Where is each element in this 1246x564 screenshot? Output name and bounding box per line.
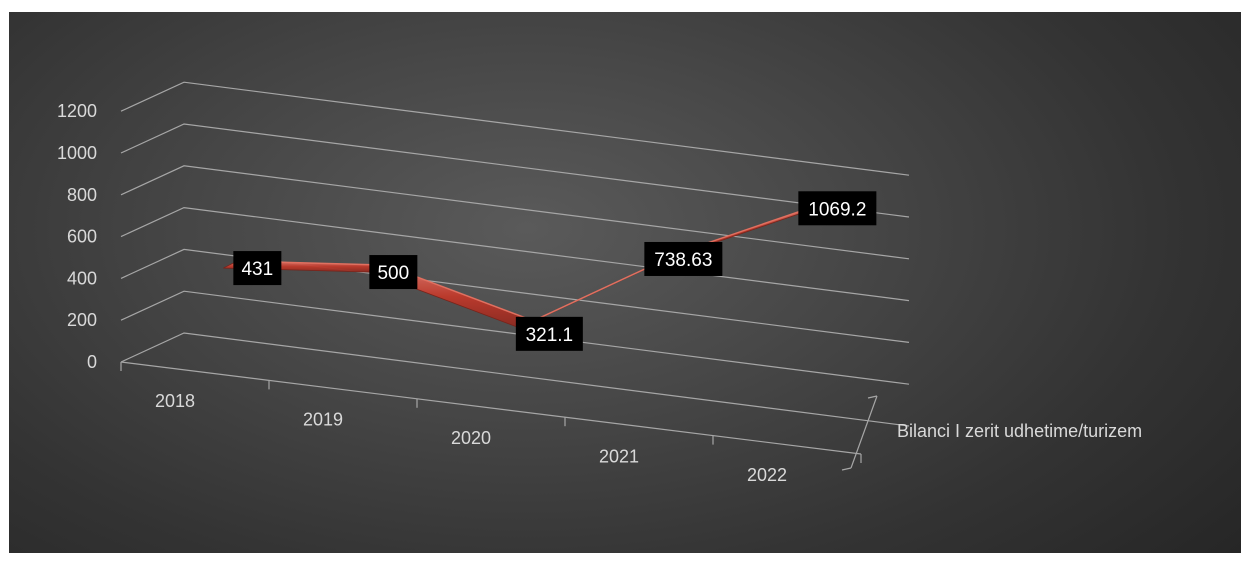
y-tick-label: 1000 <box>57 143 97 163</box>
gridline <box>120 248 910 343</box>
y-tick-label: 600 <box>67 227 97 247</box>
gridline <box>120 123 910 218</box>
axes: 0 200 400 600 800 1000 1200 2018 2019 2020 2021 202… <box>57 101 1142 485</box>
x-tick-label: 2021 <box>599 446 639 466</box>
data-label-text: 321.1 <box>526 325 574 346</box>
data-label-text: 500 <box>377 263 409 284</box>
gridlines <box>120 81 910 427</box>
y-tick-label: 0 <box>87 352 97 372</box>
data-label: 500 <box>369 255 418 290</box>
data-label: 738.63 <box>644 241 723 276</box>
data-label-text: 738.63 <box>654 250 712 271</box>
depth-tick-mark <box>841 467 852 471</box>
data-label-box <box>515 316 583 351</box>
data-label-box <box>233 251 282 286</box>
gridline <box>120 81 910 176</box>
data-label-box <box>644 241 723 276</box>
gridline <box>120 290 910 385</box>
line-chart-3d: 0 200 400 600 800 1000 1200 2018 2019 2020 2021 202… <box>57 81 1142 485</box>
series-name-label: Bilanci I zerit udhetime/turizem <box>897 421 1142 441</box>
x-tick-label: 2019 <box>303 410 343 430</box>
x-axis-line <box>120 361 862 455</box>
x-tick-label: 2020 <box>451 428 491 448</box>
data-label-box <box>369 255 418 290</box>
x-tick-label: 2018 <box>155 391 195 411</box>
y-tick-label: 800 <box>67 185 97 205</box>
data-label-box <box>798 191 877 226</box>
chart-area: 0 200 400 600 800 1000 1200 2018 2019 2020 2021 202… <box>9 12 1241 553</box>
gridline <box>120 332 910 427</box>
y-tick-label: 1200 <box>57 101 97 121</box>
series-ribbon <box>223 200 830 329</box>
y-tick-label: 400 <box>67 268 97 288</box>
depth-tick-mark <box>867 395 878 399</box>
y-tick-label: 200 <box>67 310 97 330</box>
gridline <box>120 165 910 260</box>
depth-axis-line <box>850 395 878 469</box>
x-tick-label: 2022 <box>747 465 787 485</box>
data-label: 1069.2 <box>798 191 877 226</box>
data-label: 431 <box>233 251 282 286</box>
data-label: 321.1 <box>515 316 583 351</box>
data-label-text: 431 <box>241 259 273 280</box>
data-labels: 431 500 321.1 738.63 1069.2 <box>233 191 877 351</box>
data-label-text: 1069.2 <box>808 199 866 220</box>
